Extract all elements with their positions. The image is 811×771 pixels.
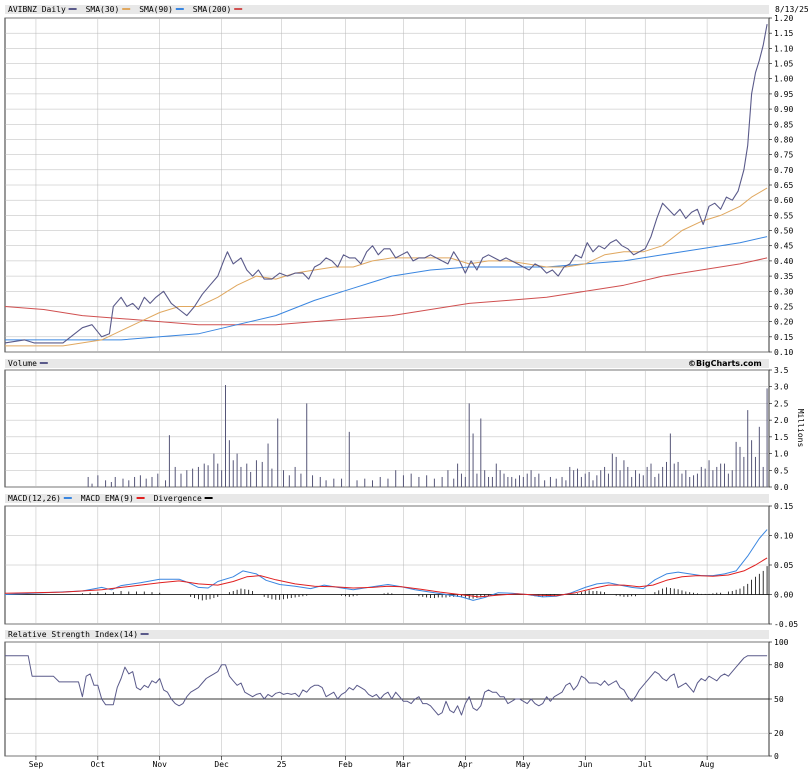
y-tick-label: 0.20 — [774, 318, 793, 327]
volume-bars — [87, 385, 768, 487]
y-tick-label: 2.0 — [774, 416, 789, 425]
y-tick-label: 1.5 — [774, 433, 789, 442]
x-tick-label: Jul — [638, 760, 653, 769]
y-tick-label: 0.00 — [774, 591, 793, 600]
y-tick-label: 0.55 — [774, 211, 793, 220]
macd-header-bar — [5, 494, 769, 503]
y-tick-label: 1.05 — [774, 60, 793, 69]
y-tick-label: 50 — [774, 695, 784, 704]
y-tick-label: 2.5 — [774, 399, 789, 408]
x-tick-label: Nov — [153, 760, 168, 769]
y-tick-label: 0.30 — [774, 287, 793, 296]
x-tick-label: Apr — [458, 760, 473, 769]
volume-header-bar — [5, 359, 769, 368]
legend-label: Relative Strength Index(14) — [8, 630, 138, 639]
y-tick-label: 0.10 — [774, 348, 793, 357]
y-tick-label: 0.50 — [774, 227, 793, 236]
price-grid — [5, 17, 769, 353]
x-tick-label: Jun — [578, 760, 593, 769]
y-tick-label: 0.45 — [774, 242, 793, 251]
y-tick-label: 0.05 — [774, 561, 793, 570]
y-tick-label: 0.60 — [774, 196, 793, 205]
y-tick-label: 0.35 — [774, 272, 793, 281]
y-tick-label: 3.5 — [774, 366, 789, 375]
y-tick-label: 0.70 — [774, 166, 793, 175]
price-panel: AVIBNZ Daily SMA(30) SMA(90) SMA(200) 0.100… — [4, 5, 793, 357]
price-y-axis: 0.10 0.15 0.20 0.25 0.30 0.35 0.40 0.45 0.50 0.55… — [769, 14, 793, 357]
legend-label: MACD EMA(9) — [81, 494, 134, 503]
legend-label: SMA(90) — [139, 5, 173, 14]
y-tick-label: -0.05 — [774, 620, 798, 629]
y-tick-label: 0.65 — [774, 181, 793, 190]
volume-legend: Volume — [8, 359, 48, 368]
price-series — [4, 24, 768, 347]
series-line-sma200 — [4, 257, 768, 326]
legend-label: MACD(12,26) — [8, 494, 61, 503]
series-line-signal — [4, 557, 768, 598]
series-line-sma90 — [5, 236, 768, 341]
y-tick-label: 100 — [774, 638, 789, 647]
y-tick-label: 1.15 — [774, 29, 793, 38]
price-header-bar — [5, 5, 769, 14]
y-tick-label: 1.00 — [774, 75, 793, 84]
rsi-grid — [5, 641, 769, 757]
series-line-price — [4, 24, 768, 344]
x-tick-label: Mar — [396, 760, 411, 769]
x-tick-label: Dec — [214, 760, 229, 769]
y-tick-label: 0.95 — [774, 90, 793, 99]
legend-label: SMA(30) — [86, 5, 120, 14]
x-tick-label: 25 — [277, 760, 287, 769]
legend-label: Divergence — [154, 494, 202, 503]
y-tick-label: 0 — [774, 752, 779, 761]
y-tick-label: 0.40 — [774, 257, 793, 266]
rsi-header-bar — [5, 630, 769, 639]
y-tick-label: 0.85 — [774, 120, 793, 129]
y-tick-label: 0.15 — [774, 333, 793, 342]
chart-date: 8/13/25 — [775, 5, 809, 14]
y-tick-label: 20 — [774, 729, 784, 738]
y-tick-label: 1.20 — [774, 14, 793, 23]
macd-divergence-bars — [81, 566, 768, 601]
macd-panel: MACD(12,26) MACD EMA(9) Divergence -0.05 0.… — [4, 494, 798, 629]
rsi-legend: Relative Strength Index(14) — [8, 630, 149, 639]
macd-grid — [5, 505, 769, 625]
macd-legend: MACD(12,26) MACD EMA(9) Divergence — [8, 494, 213, 503]
watermark: ©BigCharts.com — [688, 359, 762, 368]
x-axis: Sep Oct Nov Dec 25 Feb Mar Apr May Jun Jul Aug — [29, 756, 715, 769]
y-tick-label: 0.0 — [774, 483, 789, 492]
y-tick-label: 0.75 — [774, 151, 793, 160]
x-tick-label: May — [516, 760, 531, 769]
y-tick-label: 0.10 — [774, 532, 793, 541]
volume-plot-area — [4, 369, 770, 488]
x-tick-label: Aug — [700, 760, 715, 769]
y-tick-label: 1.0 — [774, 450, 789, 459]
rsi-panel: Relative Strength Index(14) 0 20 50 80 100 — [4, 630, 789, 761]
macd-y-axis: -0.05 0.00 0.05 0.10 0.15 — [769, 502, 798, 629]
x-tick-label: Feb — [338, 760, 353, 769]
legend-label: SMA(200) — [193, 5, 232, 14]
macd-series — [4, 529, 768, 601]
y-tick-label: 0.25 — [774, 302, 793, 311]
volume-grid — [5, 369, 769, 488]
y-tick-label: 0.15 — [774, 502, 793, 511]
price-legend: AVIBNZ Daily SMA(30) SMA(90) SMA(200) — [8, 5, 243, 14]
volume-y-label: Millions — [796, 409, 805, 448]
x-tick-label: Oct — [91, 760, 106, 769]
rsi-y-axis: 0 20 50 80 100 — [769, 638, 789, 761]
y-tick-label: 3.0 — [774, 383, 789, 392]
rsi-series — [5, 655, 768, 716]
legend-label: AVIBNZ Daily — [8, 5, 66, 14]
series-line-rsi — [5, 655, 768, 716]
y-tick-label: 0.90 — [774, 105, 793, 114]
y-tick-label: 1.10 — [774, 44, 793, 53]
volume-y-axis: 0.0 0.5 1.0 1.5 2.0 2.5 3.0 3.5 — [769, 366, 789, 492]
y-tick-label: 80 — [774, 661, 784, 670]
volume-panel: Volume ©BigCharts.com 0.0 0.5 1.0 1.5 2.0 2.5… — [4, 359, 805, 492]
y-tick-label: 0.80 — [774, 135, 793, 144]
legend-label: Volume — [8, 359, 37, 368]
x-tick-label: Sep — [29, 760, 44, 769]
y-tick-label: 0.5 — [774, 466, 789, 475]
